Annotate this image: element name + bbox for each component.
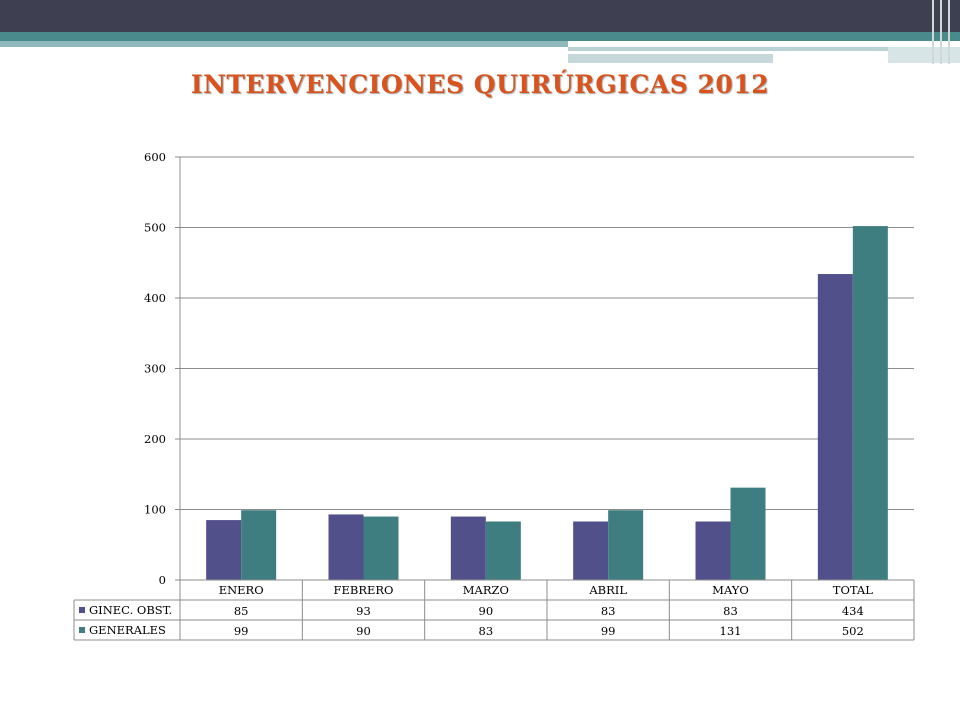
bar xyxy=(573,521,609,580)
header-deco-line xyxy=(932,0,934,64)
legend-label: GINEC. OBST. xyxy=(89,603,172,617)
legend-swatch xyxy=(79,627,85,633)
x-tick-label: ENERO xyxy=(219,583,264,597)
chart-title: INTERVENCIONES QUIRÚRGICAS 2012 xyxy=(190,70,770,99)
header-band-teal-light xyxy=(0,41,568,47)
y-tick-label: 600 xyxy=(144,150,166,164)
y-tick-label: 0 xyxy=(159,573,166,587)
data-label: 434 xyxy=(842,604,864,618)
header-band-teal xyxy=(0,32,960,41)
data-label: 83 xyxy=(601,604,616,618)
data-label: 99 xyxy=(601,624,616,638)
bar xyxy=(852,226,888,580)
y-tick-label: 500 xyxy=(144,221,166,235)
data-label: 83 xyxy=(723,604,738,618)
header-band-dark xyxy=(0,0,960,32)
y-tick-label: 100 xyxy=(144,503,166,517)
bar xyxy=(241,510,277,580)
y-tick-label: 200 xyxy=(144,432,166,446)
x-tick-label: MARZO xyxy=(463,583,509,597)
x-tick-label: MAYO xyxy=(712,583,749,597)
y-tick-label: 400 xyxy=(144,291,166,305)
data-label: 85 xyxy=(234,604,249,618)
data-label: 502 xyxy=(842,624,864,638)
bar xyxy=(695,521,731,580)
data-label: 90 xyxy=(356,624,371,638)
legend-label: GENERALES xyxy=(89,623,166,637)
x-tick-label: FEBRERO xyxy=(334,583,394,597)
header-band-accent-2 xyxy=(568,54,773,63)
header-deco-line xyxy=(940,0,942,64)
bar xyxy=(817,274,853,580)
bar xyxy=(730,487,766,580)
bar xyxy=(608,510,644,580)
header-band-accent-1 xyxy=(568,47,888,51)
x-tick-label: TOTAL xyxy=(833,583,873,597)
data-label: 93 xyxy=(356,604,371,618)
header-band-accent-3 xyxy=(888,47,960,63)
bar xyxy=(363,516,399,580)
bar xyxy=(328,514,364,580)
header-deco-line xyxy=(948,0,950,64)
bar xyxy=(485,521,521,580)
y-tick-label: 300 xyxy=(144,362,166,376)
legend-swatch xyxy=(79,607,85,613)
bar xyxy=(206,520,242,580)
data-label: 99 xyxy=(234,624,249,638)
data-label: 90 xyxy=(479,604,494,618)
data-label: 131 xyxy=(720,624,742,638)
bar xyxy=(450,516,486,580)
data-label: 83 xyxy=(479,624,494,638)
x-tick-label: ABRIL xyxy=(588,583,627,597)
